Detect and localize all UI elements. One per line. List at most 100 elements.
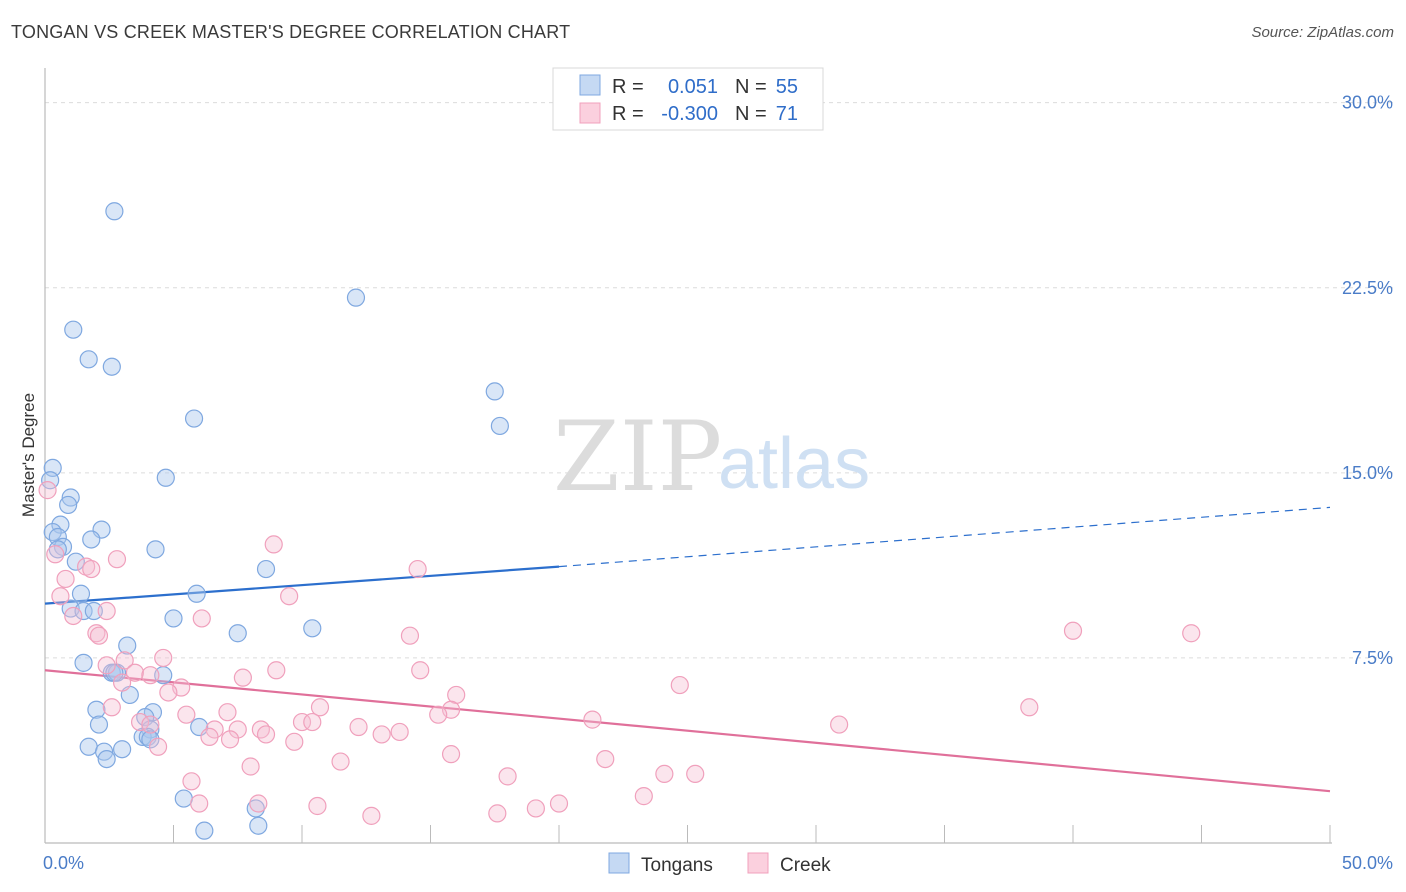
creek-point-22 xyxy=(411,661,430,680)
tongans-point-49 xyxy=(174,789,193,808)
y-tick-labels: 7.5% 15.0% 22.5% 30.0% xyxy=(1342,93,1393,668)
creek-point-64 xyxy=(190,794,209,813)
creek-point-25 xyxy=(233,668,252,687)
creek-point-18 xyxy=(154,648,173,668)
tongans-point-24 xyxy=(187,584,206,603)
x-tick-label-0: 0.0% xyxy=(43,853,84,873)
series-label-tongans: Tongans xyxy=(641,855,713,876)
creek-point-26 xyxy=(112,673,132,692)
creek-point-19 xyxy=(115,651,134,670)
creek-point-4 xyxy=(408,559,427,579)
creek-point-6 xyxy=(82,559,101,579)
tongans-point-2 xyxy=(64,320,83,339)
tongans-trend-extension xyxy=(558,506,1331,568)
y-axis-label: Master's Degree xyxy=(19,393,38,517)
creek-point-1 xyxy=(264,535,283,554)
watermark-zip: ZIP xyxy=(553,401,722,513)
creek-point-61 xyxy=(498,767,517,786)
tongans-point-15 xyxy=(43,522,62,542)
creek-point-10 xyxy=(64,606,83,626)
watermark-atlas: atlas xyxy=(718,424,870,504)
creek-point-66 xyxy=(308,796,327,816)
tongans-point-45 xyxy=(79,737,98,756)
tongans-point-23 xyxy=(71,584,91,603)
creek-point-14 xyxy=(89,626,109,645)
creek-point-15 xyxy=(400,626,420,645)
creek-point-52 xyxy=(220,730,240,749)
tongans-point-40 xyxy=(89,715,109,734)
tongans-trend-line xyxy=(44,565,560,605)
tongans-point-50 xyxy=(246,799,265,818)
creek-point-29 xyxy=(159,683,178,702)
data-points xyxy=(38,202,1201,840)
y-tick-label-0: 7.5% xyxy=(1352,648,1393,668)
tongans-point-3 xyxy=(79,350,98,369)
creek-point-63 xyxy=(634,787,653,806)
series-swatch-creek xyxy=(747,852,769,874)
tongans-point-16 xyxy=(48,527,67,547)
gridlines xyxy=(45,102,1393,659)
creek-point-34 xyxy=(1020,698,1039,717)
legend-swatch-creek xyxy=(579,102,601,124)
tongans-point-0 xyxy=(105,202,124,221)
tongans-point-53 xyxy=(141,730,160,749)
creek-point-0 xyxy=(38,481,57,500)
creek-point-16 xyxy=(1063,621,1083,640)
creek-point-70 xyxy=(362,806,381,825)
legend-swatch-tongans xyxy=(579,74,601,96)
creek-point-65 xyxy=(249,794,268,813)
tongans-point-22 xyxy=(256,559,276,579)
creek-point-44 xyxy=(830,715,849,734)
creek-point-24 xyxy=(141,666,160,685)
creek-point-62 xyxy=(182,772,201,791)
tongans-point-19 xyxy=(48,540,67,559)
creek-point-54 xyxy=(148,737,168,756)
tongans-point-12 xyxy=(59,495,78,515)
tongans-point-11 xyxy=(61,488,80,507)
creek-point-56 xyxy=(596,749,615,769)
creek-point-49 xyxy=(256,725,276,744)
tongans-point-52 xyxy=(249,816,268,835)
creek-point-57 xyxy=(331,752,350,771)
axes xyxy=(44,68,1332,844)
creek-point-3 xyxy=(107,550,127,569)
x-tick-labels: 0.0% 50.0% xyxy=(43,853,1393,873)
tongans-point-54 xyxy=(105,663,124,682)
creek-point-59 xyxy=(655,764,674,784)
legend-r-label-1: R = xyxy=(612,76,644,98)
x-tick-label-1: 50.0% xyxy=(1342,853,1393,873)
creek-point-67 xyxy=(549,794,569,813)
creek-point-11 xyxy=(97,601,116,621)
tongans-point-46 xyxy=(112,740,132,759)
tongans-point-32 xyxy=(74,653,93,672)
legend-n-value-1: 55 xyxy=(776,76,798,98)
tongans-point-17 xyxy=(82,530,101,549)
creek-point-2 xyxy=(46,545,65,564)
creek-point-47 xyxy=(251,720,270,739)
creek-point-53 xyxy=(285,732,304,751)
creek-point-12 xyxy=(192,609,211,628)
series-swatch-tongans xyxy=(608,852,630,874)
y-tick-label-3: 30.0% xyxy=(1342,93,1393,113)
creek-point-51 xyxy=(200,727,219,746)
tongans-point-31 xyxy=(118,636,137,655)
tongans-point-21 xyxy=(66,552,85,571)
chart-title: TONGAN VS CREEK MASTER'S DEGREE CORRELAT… xyxy=(11,22,571,42)
creek-point-17 xyxy=(1182,624,1201,643)
tongans-point-51 xyxy=(195,821,214,840)
legend-r-value-2: -0.300 xyxy=(661,103,718,125)
tongans-point-29 xyxy=(303,619,322,638)
creek-point-36 xyxy=(429,705,448,724)
series-legend: Tongans Creek xyxy=(608,852,831,876)
tongans-point-28 xyxy=(164,609,183,628)
legend-n-label-2: N = xyxy=(735,103,767,125)
legend-r-value-1: 0.051 xyxy=(668,76,718,98)
creek-point-38 xyxy=(583,710,602,729)
creek-point-42 xyxy=(141,715,160,734)
creek-point-68 xyxy=(526,799,545,818)
creek-point-31 xyxy=(102,698,121,717)
creek-point-23 xyxy=(125,663,145,682)
creek-point-20 xyxy=(97,656,116,675)
tongans-point-6 xyxy=(184,409,204,428)
